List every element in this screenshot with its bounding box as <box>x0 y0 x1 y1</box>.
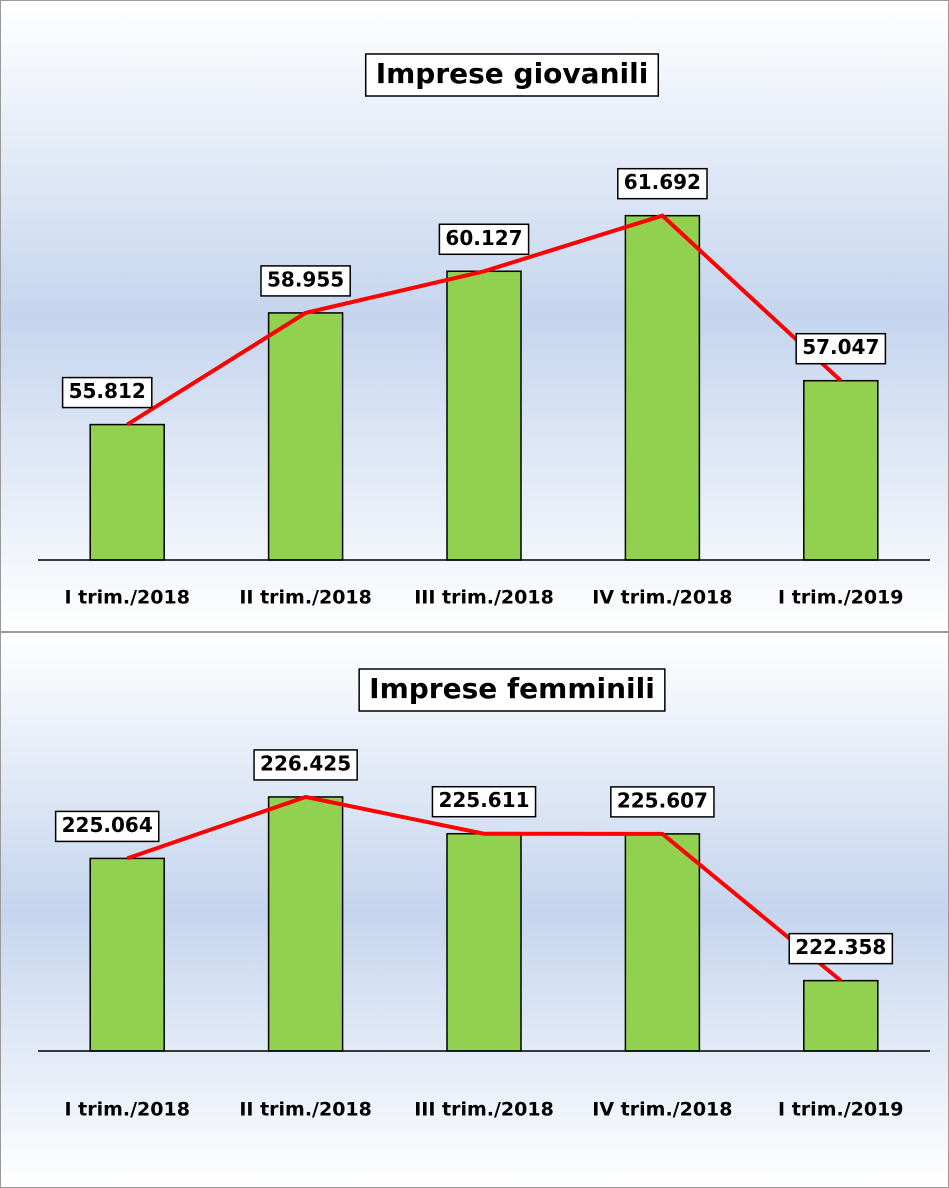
value-label-box <box>260 265 351 297</box>
chart-title-box <box>364 53 660 97</box>
x-tick-label: I trim./2019 <box>778 587 904 609</box>
x-tick-label: III trim./2018 <box>414 1099 554 1121</box>
value-label-box <box>438 223 530 256</box>
chart-title: Imprese giovanili <box>376 57 649 90</box>
x-tick-label: I trim./2018 <box>64 1099 190 1121</box>
x-tick-label: I trim./2018 <box>64 587 190 609</box>
value-label: 225.611 <box>438 788 529 812</box>
bar <box>803 379 879 561</box>
value-label: 225.064 <box>62 813 153 837</box>
value-label: 57.047 <box>802 335 879 359</box>
value-label: 61.692 <box>624 170 701 194</box>
bar <box>803 979 879 1052</box>
value-label-box <box>61 376 153 409</box>
bar <box>446 270 522 561</box>
value-label-box <box>610 786 715 818</box>
x-tick-label: IV trim./2018 <box>592 1099 732 1121</box>
value-label-box <box>795 332 887 365</box>
x-tick-label: II trim./2018 <box>239 1099 372 1121</box>
x-tick-label: III trim./2018 <box>414 587 554 609</box>
value-label-box <box>253 749 358 781</box>
value-label: 60.127 <box>445 226 522 250</box>
value-label: 58.955 <box>267 267 344 291</box>
x-tick-label: I trim./2019 <box>778 1099 904 1121</box>
trend-line <box>126 794 843 983</box>
value-label-box <box>788 932 894 965</box>
chart-title-box <box>358 668 666 712</box>
value-label: 226.425 <box>260 751 351 775</box>
bar <box>89 423 165 561</box>
bar <box>624 214 701 561</box>
x-tick-label: II trim./2018 <box>239 587 372 609</box>
chart-title: Imprese femminili <box>369 672 655 705</box>
trend-line <box>126 213 843 427</box>
x-tick-label: IV trim./2018 <box>592 587 732 609</box>
bar <box>267 796 344 1052</box>
value-label-box <box>431 785 537 818</box>
value-label: 225.607 <box>617 788 708 812</box>
bar <box>267 312 344 561</box>
value-label-box <box>54 810 160 843</box>
value-label: 222.358 <box>795 935 886 959</box>
bar <box>446 832 522 1052</box>
bar <box>89 857 165 1052</box>
bar <box>624 833 701 1052</box>
value-label: 55.812 <box>69 379 146 403</box>
value-label-box <box>617 167 708 200</box>
